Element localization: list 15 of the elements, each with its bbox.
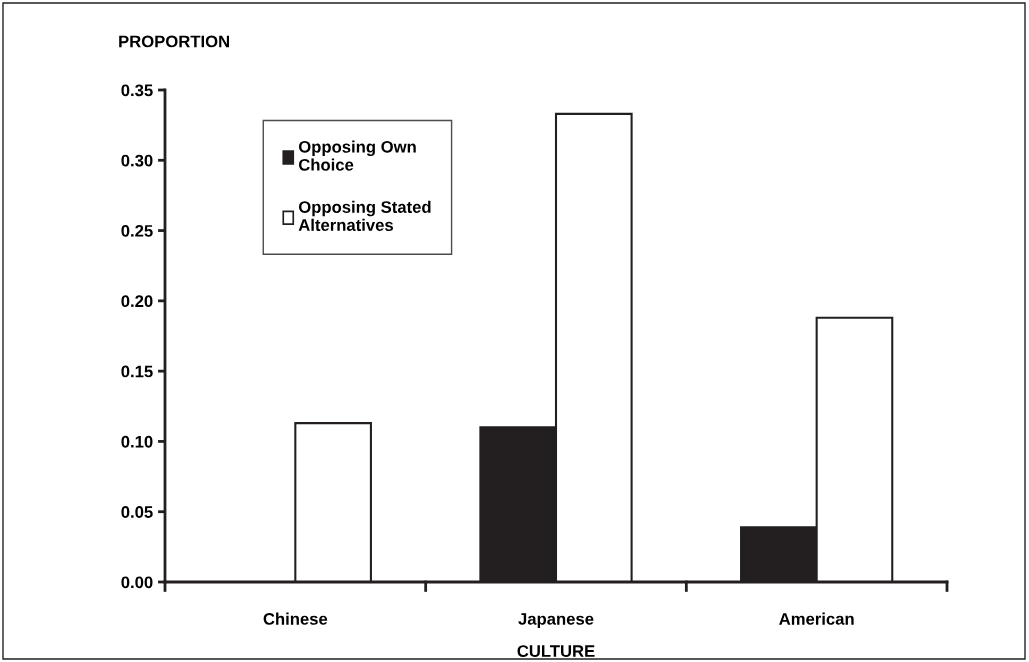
y-axis-title: PROPORTION [119,35,229,48]
y-tick-label: 0.10 [121,435,153,448]
x-axis-title: CULTURE [517,645,595,657]
y-tick-label: 0.30 [121,154,153,167]
y-tick-label: 0.15 [121,365,153,378]
y-tick-label: 0.00 [121,576,153,589]
y-tick-label: 0.25 [121,224,153,237]
x-tick-label: Chinese [263,612,328,625]
legend-label: Opposing Stated Alternatives [298,200,431,231]
x-tick-label: American [779,612,854,625]
y-tick-label: 0.20 [121,295,153,308]
y-tick-label: 0.05 [121,506,153,518]
x-tick-label: Japanese [518,613,594,629]
y-tick-label: 0.35 [121,84,153,97]
legend-label: Opposing Own Choice [298,140,416,171]
